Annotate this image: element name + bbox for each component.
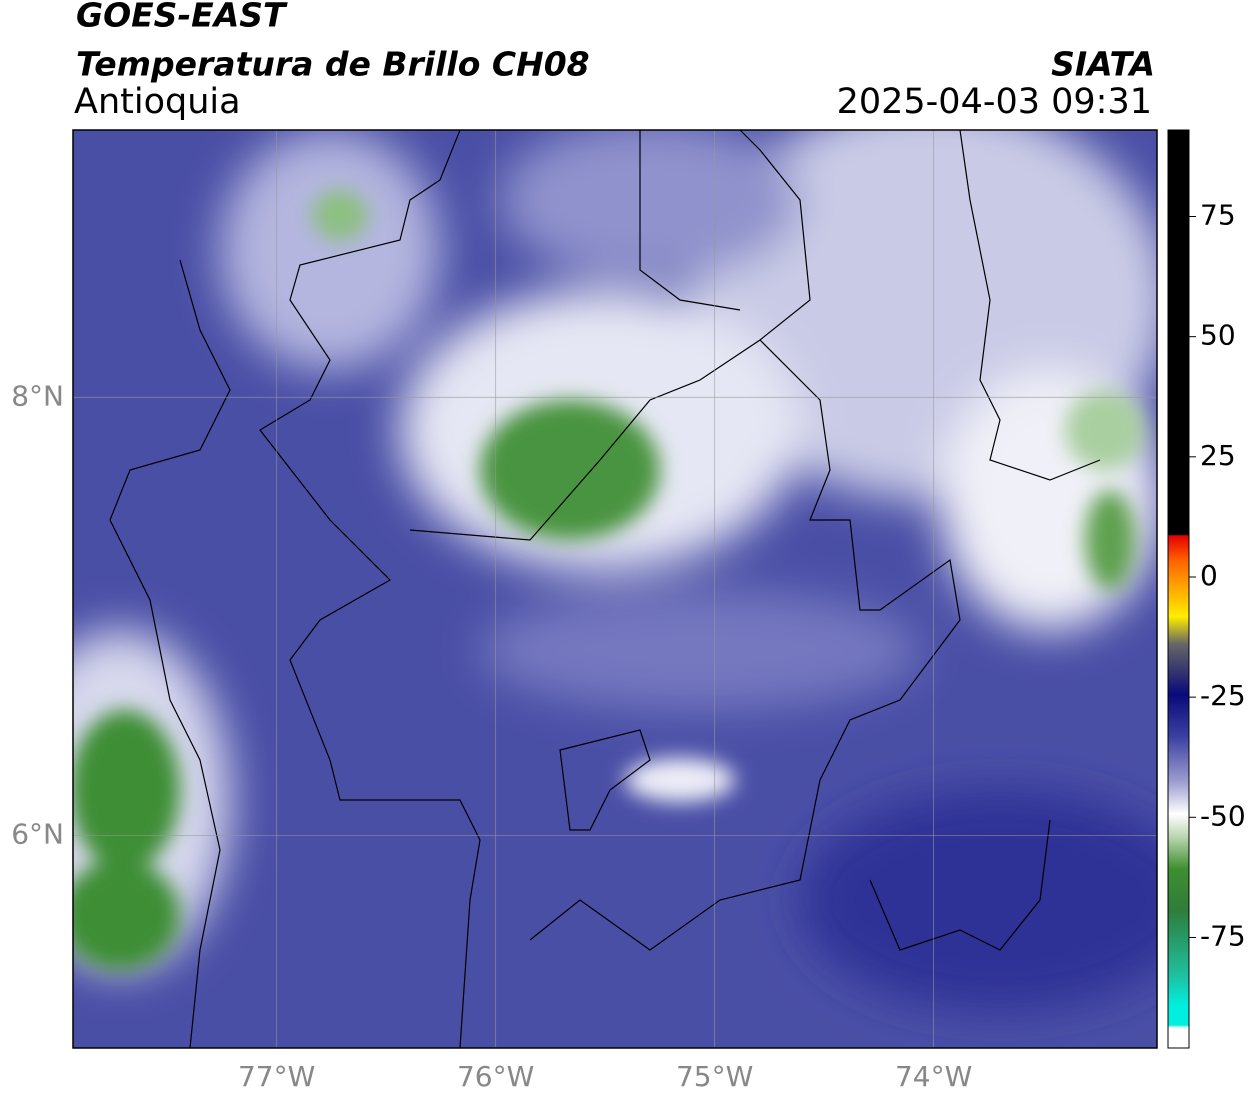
y-tick-label: 8°N — [11, 379, 64, 412]
satellite-image — [73, 130, 1157, 1048]
agency: SIATA — [1051, 45, 1155, 84]
x-tick-label: 76°W — [457, 1060, 534, 1093]
colorbar-tick-label: -25 — [1200, 679, 1246, 712]
colorbar-tick-label: 50 — [1200, 319, 1236, 352]
title: Temperatura de Brillo CH08 — [76, 45, 590, 84]
grid — [73, 130, 1157, 1048]
x-tick-label: 75°W — [676, 1060, 753, 1093]
y-tick-label: 6°N — [11, 817, 64, 850]
map-frame — [72, 129, 1158, 1049]
header-line: GOES-EAST — [76, 0, 288, 35]
colorbar-tick-label: -75 — [1200, 919, 1246, 952]
colorbar — [1167, 129, 1190, 1049]
colorbar-tick-label: 75 — [1200, 199, 1236, 232]
colorbar-tick-label: 25 — [1200, 439, 1236, 472]
region: Antioquia — [74, 82, 241, 122]
colorbar-tick-label: 0 — [1200, 559, 1218, 592]
colorbar-tick-label: -50 — [1200, 799, 1246, 832]
x-tick-label: 74°W — [895, 1060, 972, 1093]
datetime: 2025-04-03 09:31 — [837, 82, 1152, 122]
x-tick-label: 77°W — [238, 1060, 315, 1093]
